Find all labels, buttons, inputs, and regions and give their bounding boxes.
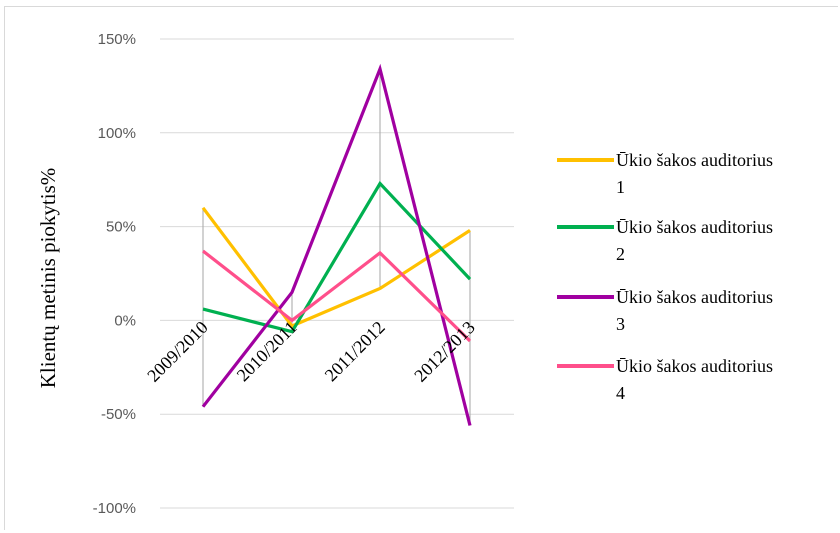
legend-label-1: Ūkio šakos auditorius [616,150,773,170]
legend-label-2: Ūkio šakos auditorius [616,217,773,237]
legend-label-3-number: 3 [616,314,625,334]
series-line-2 [202,180,472,334]
x-tick-label: 2009/2010 [143,317,212,386]
series-line-1 [201,206,471,328]
y-tick-label: 50% [106,219,136,236]
series-line-4 [202,249,472,343]
gridlines [160,38,514,509]
y-tick-label: 0% [114,312,136,329]
y-tick-label: 100% [98,125,136,142]
legend-label-1-number: 1 [616,177,625,197]
x-tick-labels: 2009/2010 2010/2011 2011/2012 2012/2013 [143,317,479,386]
legend-label-3: Ūkio šakos auditorius [616,287,773,307]
y-tick-label: -100% [93,500,136,517]
series-lines [201,63,472,426]
chart-frame [4,6,838,530]
y-tick-label: -50% [101,406,136,423]
y-tick-label: 150% [98,31,136,48]
x-tick-label: 2011/2012 [321,317,389,385]
legend-label-2-number: 2 [616,244,625,264]
y-tick-labels: 150% 100% 50% 0% -50% -100% [93,31,136,517]
y-axis-label: Klientų metinis piokytis% [36,168,60,389]
legend: Ūkio šakos auditorius 1 Ūkio šakos auditor… [557,150,773,403]
legend-label-4: Ūkio šakos auditorius [616,356,773,376]
series-line-3 [201,63,472,426]
legend-label-4-number: 4 [616,383,625,403]
